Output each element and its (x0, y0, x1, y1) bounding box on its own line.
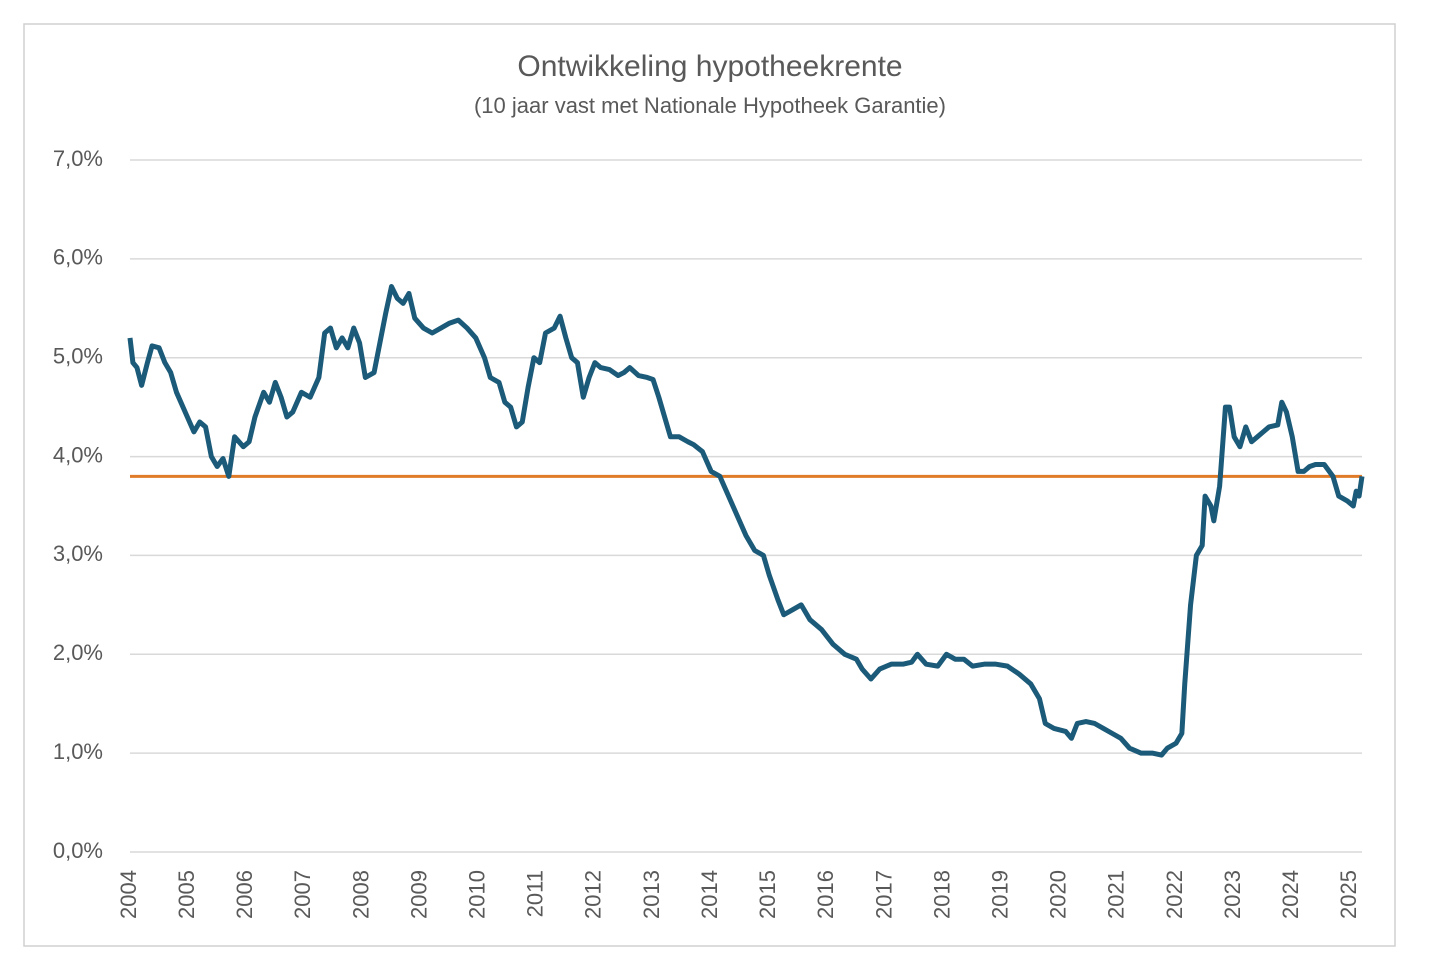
x-tick-label: 2022 (1162, 870, 1187, 919)
y-tick-label: 3,0% (53, 541, 103, 566)
x-tick-label: 2006 (232, 870, 257, 919)
x-tick-label: 2005 (174, 870, 199, 919)
x-tick-label: 2019 (988, 870, 1013, 919)
x-tick-label: 2017 (871, 870, 896, 919)
x-tick-label: 2011 (523, 870, 548, 917)
x-tick-label: 2004 (116, 870, 141, 919)
chart-frame (23, 23, 1396, 947)
y-tick-label: 2,0% (53, 640, 103, 665)
x-tick-label: 2008 (348, 870, 373, 919)
x-tick-label: 2015 (755, 870, 780, 919)
chart-subtitle: (10 jaar vast met Nationale Hypotheek Ga… (474, 93, 946, 118)
x-tick-label: 2021 (1104, 870, 1129, 919)
x-tick-label: 2018 (929, 870, 954, 919)
x-tick-label: 2023 (1220, 870, 1245, 919)
x-tick-label: 2013 (639, 870, 664, 919)
y-tick-label: 5,0% (53, 344, 103, 369)
y-tick-label: 4,0% (53, 442, 103, 467)
y-tick-label: 7,0% (53, 146, 103, 171)
y-tick-label: 0,0% (53, 838, 103, 863)
x-tick-label: 2024 (1278, 870, 1303, 919)
data-line (127, 284, 1365, 758)
x-tick-label: 2020 (1046, 870, 1071, 919)
x-tick-label: 2014 (697, 870, 722, 919)
x-tick-label: 2007 (290, 870, 315, 919)
x-tick-label: 2009 (406, 870, 431, 919)
chart-title: Ontwikkeling hypotheekrente (517, 50, 902, 83)
x-tick-label: 2025 (1336, 870, 1361, 919)
y-tick-label: 1,0% (53, 739, 103, 764)
x-tick-label: 2016 (813, 870, 838, 919)
x-tick-label: 2012 (581, 870, 606, 919)
y-tick-label: 6,0% (53, 245, 103, 270)
x-tick-label: 2010 (464, 870, 489, 919)
